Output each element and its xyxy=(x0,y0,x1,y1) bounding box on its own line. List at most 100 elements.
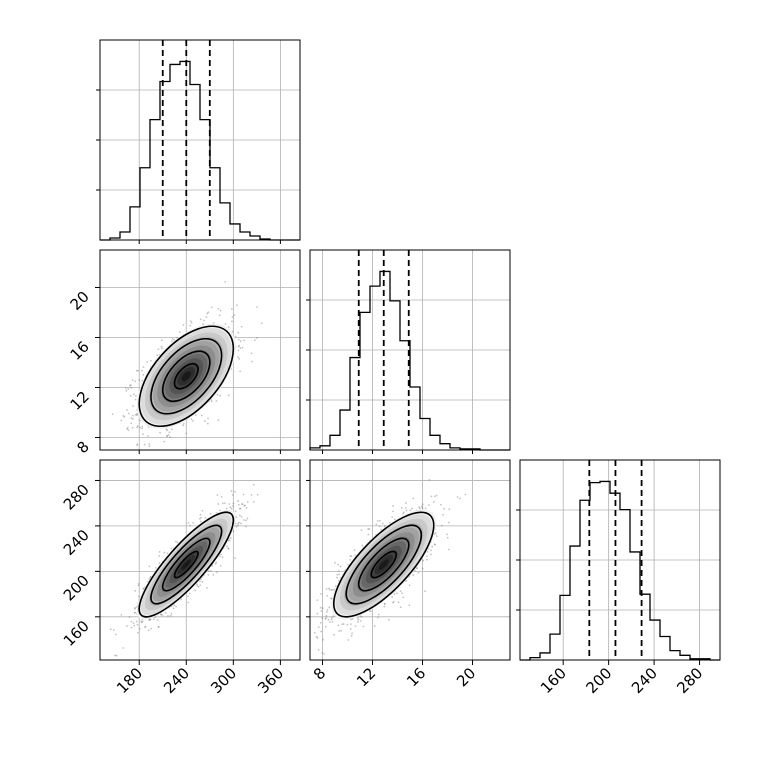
density-panel-p0-p1 xyxy=(100,250,300,486)
scatter-point xyxy=(163,440,166,443)
scatter-point xyxy=(324,625,327,628)
xtick-label-p1: 12 xyxy=(353,664,379,690)
scatter-point xyxy=(373,625,376,628)
scatter-point xyxy=(142,433,144,436)
scatter-point xyxy=(141,427,144,430)
scatter-point xyxy=(381,522,384,525)
scatter-point xyxy=(217,419,220,422)
contour-line xyxy=(370,550,398,579)
scatter-point xyxy=(198,517,201,520)
scatter-point xyxy=(242,493,245,496)
scatter-point xyxy=(136,623,139,626)
scatter-point xyxy=(173,463,175,465)
scatter-point xyxy=(330,618,333,621)
scatter-point xyxy=(170,612,173,615)
scatter-point xyxy=(166,429,169,432)
scatter-point xyxy=(418,506,421,509)
scatter-point xyxy=(324,617,327,620)
scatter-point xyxy=(308,594,310,596)
scatter-point xyxy=(360,616,363,618)
scatter-point xyxy=(338,629,341,632)
scatter-point xyxy=(447,548,450,551)
scatter-point xyxy=(448,508,451,510)
xtick-label-p1: 20 xyxy=(453,664,479,690)
scatter-point xyxy=(214,562,217,565)
scatter-point xyxy=(131,426,134,429)
scatter-point xyxy=(404,506,407,509)
scatter-point xyxy=(239,340,242,343)
scatter-point xyxy=(411,507,413,510)
scatter-point xyxy=(328,588,331,591)
scatter-point xyxy=(315,635,318,638)
scatter-point xyxy=(325,588,328,590)
scatter-point xyxy=(350,555,353,558)
scatter-point xyxy=(408,604,411,607)
scatter-point xyxy=(361,544,364,547)
scatter-point xyxy=(229,506,232,508)
scatter-point xyxy=(408,584,411,587)
scatter-point xyxy=(115,654,118,657)
scatter-point xyxy=(337,624,340,627)
hist-frame xyxy=(309,249,511,451)
scatter-point xyxy=(132,414,134,417)
scatter-point xyxy=(409,509,412,512)
scatter-point xyxy=(236,304,238,307)
scatter-point xyxy=(137,582,140,585)
scatter-point xyxy=(428,504,430,506)
scatter-point xyxy=(199,580,201,583)
scatter-point xyxy=(376,519,379,522)
hist-frame xyxy=(519,459,721,661)
scatter-point xyxy=(157,348,160,351)
scatter-point xyxy=(316,612,319,615)
scatter-point xyxy=(147,435,149,437)
scatter-point xyxy=(319,606,322,609)
scatter-point xyxy=(133,607,136,610)
scatter-point xyxy=(173,338,176,341)
scatter-point xyxy=(122,414,125,417)
scatter-point xyxy=(419,507,421,510)
scatter-point xyxy=(440,524,443,527)
scatter-point xyxy=(234,557,237,559)
scatter-point xyxy=(424,590,426,593)
scatter-point xyxy=(256,306,258,308)
scatter-point xyxy=(142,587,145,590)
ytick-label-p2: 240 xyxy=(60,526,93,559)
scatter-point xyxy=(137,369,139,372)
contour-line xyxy=(150,524,223,605)
scatter-point xyxy=(126,625,128,627)
scatter-point xyxy=(221,556,224,559)
scatter-point xyxy=(128,384,131,387)
xtick-label-p0: 240 xyxy=(160,664,193,697)
scatter-point xyxy=(350,618,352,621)
scatter-point xyxy=(134,398,137,401)
scatter-point xyxy=(109,628,112,631)
contour-line xyxy=(138,325,235,428)
scatter-point xyxy=(219,394,221,397)
scatter-point xyxy=(210,306,213,309)
ytick-label-p1: 20 xyxy=(67,288,93,314)
scatter-point xyxy=(139,426,141,429)
xtick-label-p2: 200 xyxy=(582,664,615,697)
scatter-point xyxy=(219,565,222,567)
hist-step-p1 xyxy=(309,270,510,451)
scatter-point xyxy=(349,558,351,561)
contour-line xyxy=(161,350,211,403)
scatter-point xyxy=(447,521,450,524)
scatter-point xyxy=(110,464,112,466)
scatter-point xyxy=(206,312,209,315)
scatter-point xyxy=(207,570,210,572)
scatter-point xyxy=(405,502,407,504)
scatter-point xyxy=(234,510,237,513)
scatter-point xyxy=(323,652,326,655)
scatter-point xyxy=(149,484,151,486)
scatter-point xyxy=(128,616,131,618)
scatter-point xyxy=(149,618,151,621)
scatter-point xyxy=(148,442,151,445)
scatter-point xyxy=(190,418,193,420)
scatter-point xyxy=(191,419,194,422)
scatter-point xyxy=(114,654,116,657)
scatter-point xyxy=(331,621,334,623)
scatter-point xyxy=(237,349,240,352)
scatter-point xyxy=(417,572,420,574)
scatter-point xyxy=(316,636,319,639)
